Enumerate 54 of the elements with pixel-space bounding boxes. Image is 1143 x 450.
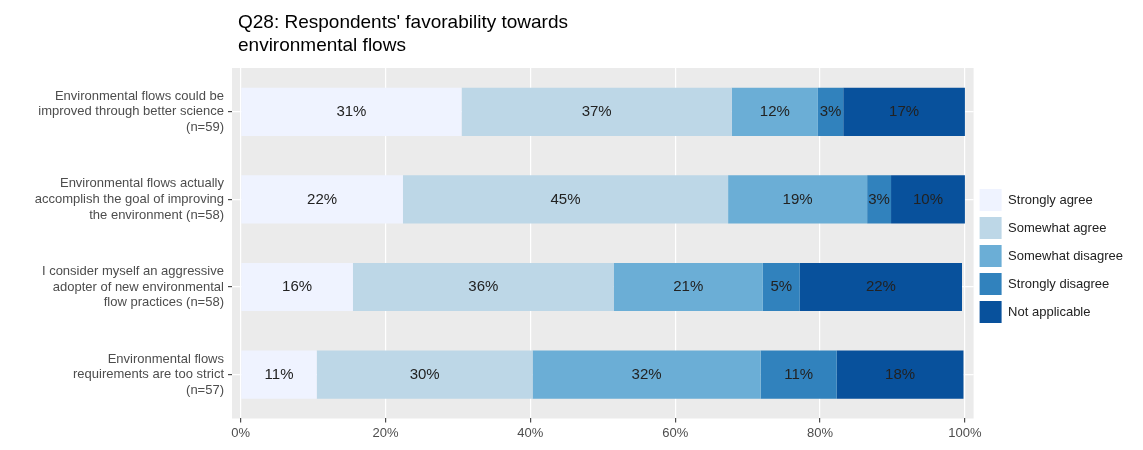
data-label: 22% [307,189,338,207]
bar [728,175,868,224]
x-tick-label: 80% [807,424,834,440]
bar [762,262,800,312]
bar [241,175,403,224]
legend-label: Somewhat agree [1008,219,1107,235]
data-label: 18% [885,364,916,382]
bar [836,350,964,399]
bar [613,262,763,312]
legend-label: Somewhat disagree [1008,247,1124,263]
data-label: 11% [784,364,814,382]
bar [799,262,963,312]
data-label: 30% [409,364,440,382]
data-label: 21% [673,277,704,295]
bar [316,350,533,399]
bar [891,175,965,224]
data-label: 16% [282,277,313,295]
bar [532,350,761,399]
x-tick-label: 0% [231,424,251,440]
bar [241,87,462,136]
legend-label: Strongly agree [1008,191,1093,207]
bar [241,350,317,399]
x-tick-label: 40% [517,424,544,440]
bar [760,350,837,399]
data-label: 22% [865,277,896,295]
data-label: 19% [782,189,813,207]
bar [402,175,729,224]
bar [461,87,732,136]
data-label: 10% [912,189,943,207]
data-label: 31% [336,101,367,119]
data-label: 5% [770,277,793,295]
data-label: 37% [581,101,612,119]
data-label: 32% [631,364,662,382]
data-label: 45% [550,189,581,207]
data-label: 3% [868,189,890,207]
x-tick-label: 100% [948,424,982,440]
x-tick-label: 60% [662,424,689,440]
bar [352,262,614,312]
data-label: 36% [468,277,499,295]
bar [731,87,818,136]
x-tick-label: 20% [372,424,399,440]
y-tick-label: I consider myself an aggressive adopter of new environmental flow practices (n=58) [41,262,225,310]
data-label: 17% [889,101,920,119]
bar [241,262,353,312]
chart-title: Q28: Respondents' favorability towards environmental flows [238,10,569,56]
data-label: 11% [264,364,294,382]
bar [843,87,965,136]
y-tick-label: Environmental flows requirements are too strict (n=57) [72,350,225,397]
data-label: 12% [759,101,790,119]
data-label: 3% [819,101,842,119]
legend-label: Not applicable [1008,303,1091,319]
legend-label: Strongly disagree [1008,275,1110,291]
y-tick-label: Environmental flows could be improved through better science (n=59) [38,87,224,134]
y-tick-label: Environmental flows actually accomplish the goal of improving the environment (n=58) [34,175,225,222]
